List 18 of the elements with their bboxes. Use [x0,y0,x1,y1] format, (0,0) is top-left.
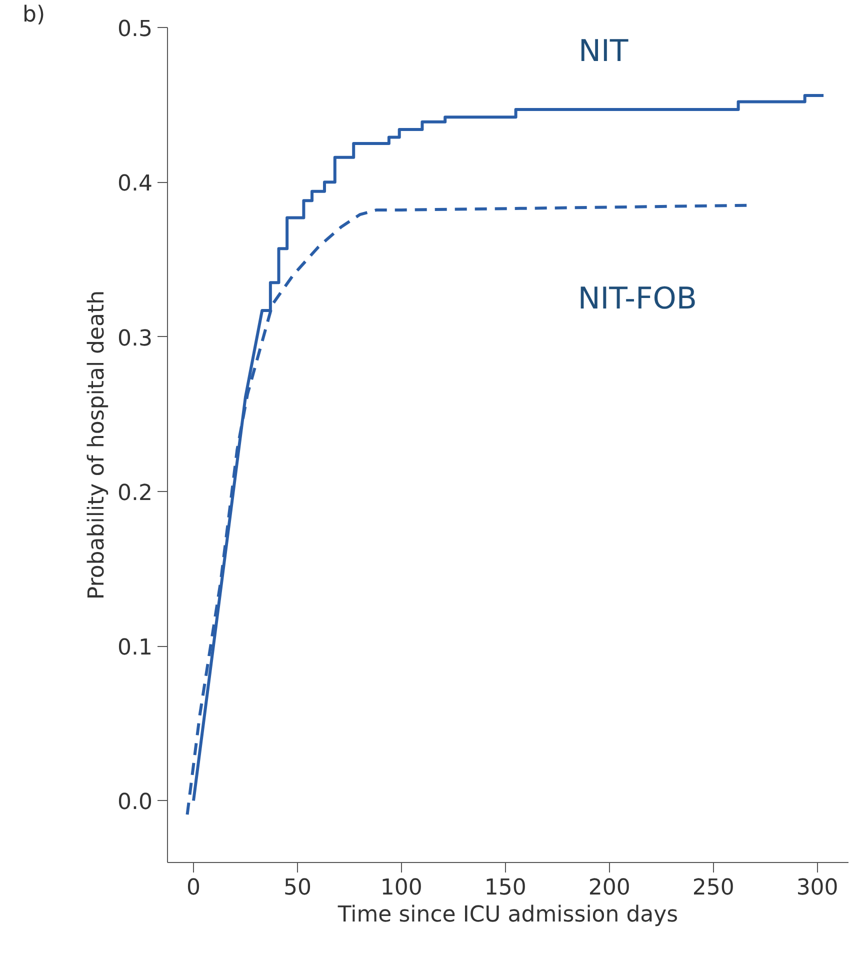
x-axis-title: Time since ICU admission days [336,902,678,928]
y-tick-label: 0.0 [118,790,153,816]
y-tick-label: 0.4 [118,172,153,197]
y-tick-label: 0.3 [118,326,153,352]
y-axis-title: Probability of hospital death [84,290,110,600]
x-tick-label: 250 [692,876,734,900]
x-tick-label: 200 [588,876,630,900]
x-tick-label: 0 [186,876,200,900]
x-tick-label: 100 [380,876,422,900]
text: b) [22,2,46,28]
text: NIT-FOB [578,281,697,316]
series-label: NIT [578,34,629,69]
x-tick-label: 150 [484,876,526,900]
y-tick-label: 0.2 [118,480,153,506]
y-tick-label: 0.5 [118,17,153,42]
y-tick-label: 0.1 [118,636,153,661]
x-tick-label: 300 [796,876,838,900]
x-tick-label: 50 [283,876,312,900]
